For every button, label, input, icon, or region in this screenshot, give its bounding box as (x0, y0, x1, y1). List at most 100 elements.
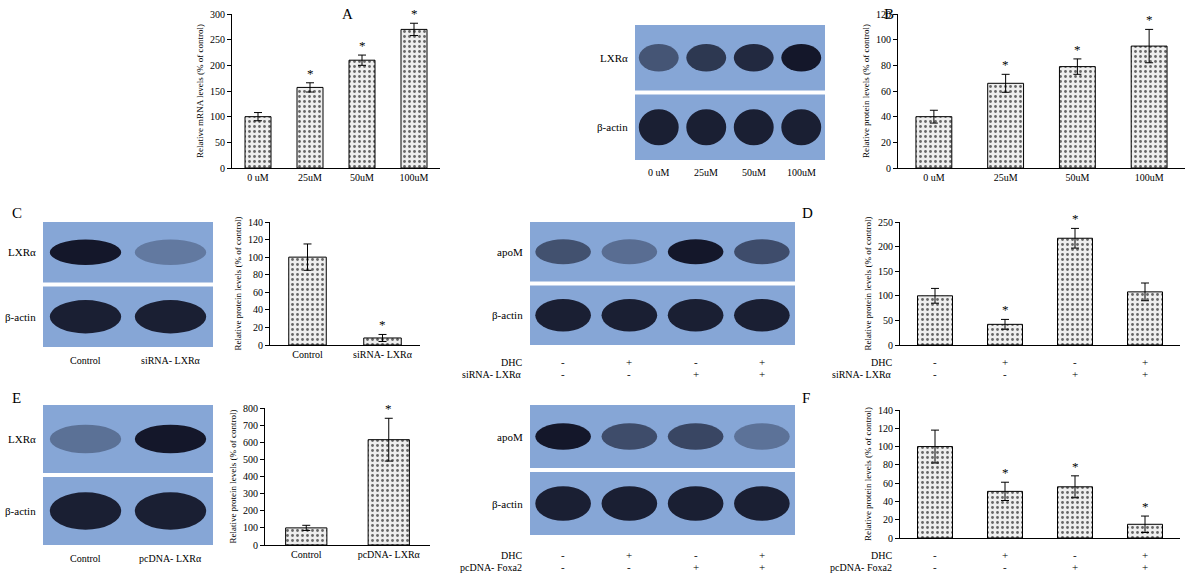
svg-text:+: + (759, 561, 765, 573)
svg-text:80: 80 (253, 269, 263, 280)
svg-text:*: * (385, 401, 392, 416)
svg-text:0 uM: 0 uM (247, 172, 269, 183)
svg-text:*: * (1146, 12, 1153, 27)
svg-text:*: * (1072, 459, 1079, 474)
svg-text:*: * (411, 6, 418, 21)
svg-text:F: F (802, 390, 810, 406)
svg-text:400: 400 (243, 471, 258, 482)
svg-text:600: 600 (243, 437, 258, 448)
svg-text:120: 120 (248, 234, 263, 245)
svg-text:20: 20 (883, 514, 893, 525)
svg-text:250: 250 (210, 34, 225, 45)
svg-text:+: + (1002, 549, 1008, 561)
svg-text:+: + (759, 368, 765, 380)
svg-text:25uM: 25uM (994, 172, 1018, 183)
svg-text:140: 140 (878, 405, 893, 416)
svg-text:+: + (1072, 561, 1078, 573)
svg-text:*: * (1074, 42, 1081, 57)
svg-text:-: - (933, 549, 937, 561)
svg-text:300: 300 (210, 9, 225, 20)
svg-text:LXRα: LXRα (8, 433, 36, 445)
svg-text:0: 0 (220, 163, 225, 174)
svg-text:150: 150 (878, 266, 893, 277)
svg-text:100: 100 (878, 441, 893, 452)
svg-text:0 uM: 0 uM (923, 172, 945, 183)
svg-text:β-actin: β-actin (492, 309, 523, 321)
svg-text:siRNA- LXRα: siRNA- LXRα (462, 369, 522, 380)
svg-text:200: 200 (210, 60, 225, 71)
svg-text:140: 140 (248, 217, 263, 228)
svg-text:0 uM: 0 uM (648, 167, 670, 178)
svg-text:50: 50 (215, 137, 225, 148)
svg-text:20: 20 (253, 322, 263, 333)
svg-text:40: 40 (881, 111, 891, 122)
svg-text:D: D (802, 205, 813, 221)
svg-text:50: 50 (883, 315, 893, 326)
svg-text:apoM: apoM (497, 431, 523, 443)
svg-text:100uM: 100uM (787, 167, 816, 178)
svg-text:120: 120 (878, 423, 893, 434)
svg-text:Relative protein levels (% of: Relative protein levels (% of control) (861, 24, 871, 158)
svg-text:-: - (561, 356, 565, 368)
svg-text:Relative protein levels (% of: Relative protein levels (% of control) (228, 409, 238, 543)
svg-text:0: 0 (258, 340, 263, 351)
svg-text:-: - (694, 356, 698, 368)
svg-text:60: 60 (253, 287, 263, 298)
svg-text:Relative mRNA levels (% of con: Relative mRNA levels (% of control) (195, 24, 205, 158)
svg-text:+: + (759, 549, 765, 561)
svg-text:300: 300 (243, 488, 258, 499)
svg-text:80: 80 (883, 459, 893, 470)
svg-text:0: 0 (886, 163, 891, 174)
svg-text:apoM: apoM (497, 246, 523, 258)
svg-text:*: * (1142, 499, 1149, 514)
svg-text:siRNA- LXRα: siRNA- LXRα (353, 349, 413, 360)
svg-text:DHC: DHC (501, 357, 522, 368)
svg-text:β-actin: β-actin (5, 505, 36, 517)
svg-text:-: - (561, 368, 565, 380)
svg-text:150: 150 (210, 86, 225, 97)
svg-text:-: - (1073, 356, 1077, 368)
svg-text:-: - (933, 356, 937, 368)
svg-text:40: 40 (883, 496, 893, 507)
svg-text:-: - (933, 561, 937, 573)
svg-text:E: E (12, 390, 21, 406)
svg-text:Control: Control (291, 549, 322, 560)
svg-text:*: * (379, 317, 386, 332)
svg-text:60: 60 (883, 478, 893, 489)
svg-text:*: * (1002, 302, 1009, 317)
svg-text:-: - (1003, 561, 1007, 573)
svg-text:-: - (694, 549, 698, 561)
svg-text:+: + (1002, 356, 1008, 368)
svg-text:800: 800 (243, 403, 258, 414)
svg-text:DHC: DHC (501, 550, 522, 561)
svg-text:*: * (1002, 57, 1009, 72)
svg-text:200: 200 (243, 505, 258, 516)
svg-text:25uM: 25uM (694, 167, 718, 178)
svg-text:-: - (627, 368, 631, 380)
svg-text:β-actin: β-actin (492, 498, 523, 510)
svg-text:+: + (1142, 356, 1148, 368)
svg-text:LXRα: LXRα (8, 246, 36, 258)
svg-text:+: + (693, 561, 699, 573)
svg-text:Relative protein levels (% of: Relative protein levels (% of control) (863, 407, 873, 541)
svg-text:100uM: 100uM (1135, 172, 1164, 183)
svg-text:0: 0 (888, 533, 893, 544)
svg-text:siRNA- LXRα: siRNA- LXRα (141, 355, 201, 366)
svg-text:100: 100 (878, 290, 893, 301)
svg-text:+: + (1072, 368, 1078, 380)
svg-text:20: 20 (881, 137, 891, 148)
svg-text:+: + (626, 356, 632, 368)
svg-text:+: + (693, 368, 699, 380)
svg-text:siRNA- LXRα: siRNA- LXRα (832, 369, 892, 380)
svg-text:100: 100 (243, 522, 258, 533)
svg-text:*: * (359, 38, 366, 53)
svg-text:100: 100 (876, 34, 891, 45)
svg-text:+: + (759, 356, 765, 368)
svg-text:+: + (1142, 561, 1148, 573)
svg-text:A: A (342, 6, 353, 22)
svg-text:C: C (12, 205, 22, 221)
svg-text:+: + (626, 549, 632, 561)
svg-text:pcDNA- LXRα: pcDNA- LXRα (358, 549, 421, 560)
svg-text:50uM: 50uM (742, 167, 766, 178)
svg-text:50uM: 50uM (1065, 172, 1089, 183)
